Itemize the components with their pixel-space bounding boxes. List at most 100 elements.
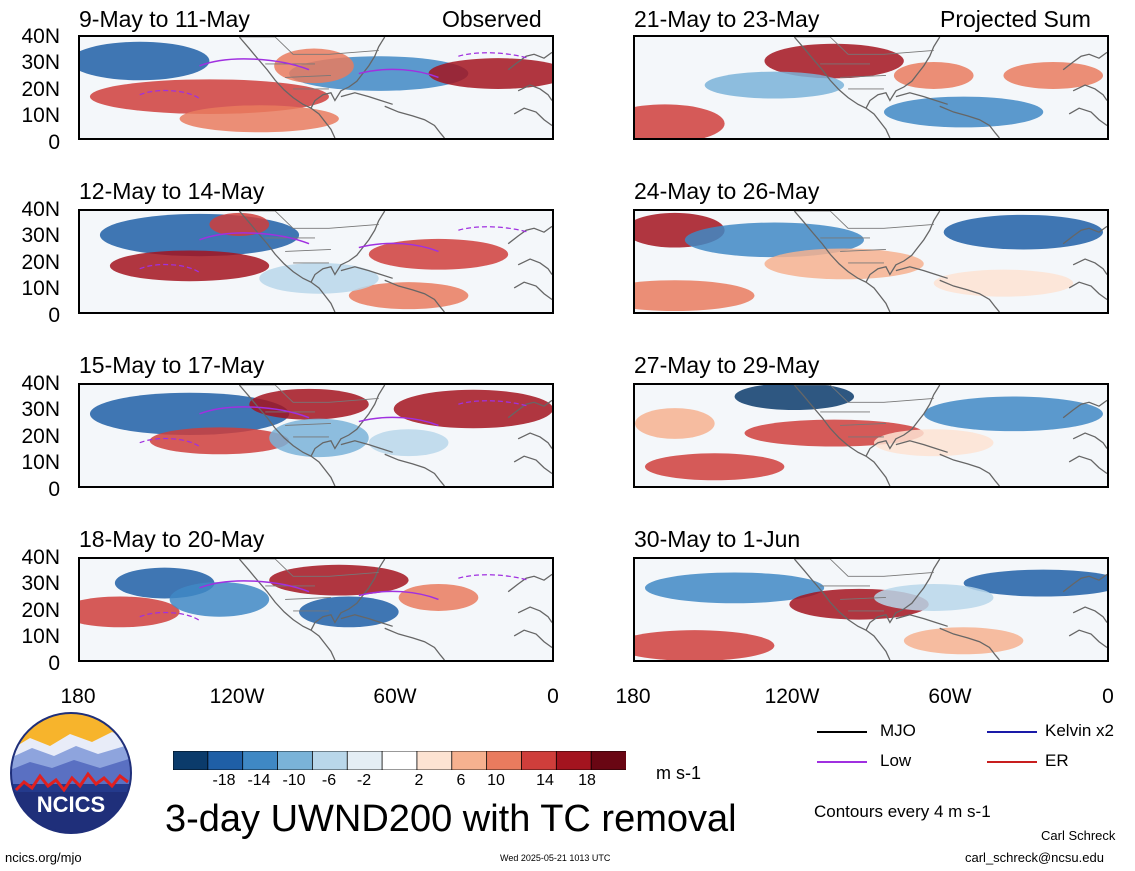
lon-label-60w: 60W — [928, 685, 972, 708]
anomaly-region — [80, 596, 180, 628]
panel-title-right-1: 21-May to 23-May — [634, 6, 820, 32]
coastline — [238, 559, 552, 660]
anomaly-region — [89, 392, 290, 436]
anomaly-region — [923, 396, 1104, 432]
panel-title-left-1: 9-May to 11-May — [79, 6, 250, 32]
colorbar-swatch — [311, 751, 349, 770]
main-title: 3-day UWND200 with TC removal — [165, 798, 737, 840]
panel-title-left-4: 18-May to 20-May — [79, 526, 265, 552]
panel-title-right-3: 27-May to 29-May — [634, 352, 820, 378]
anomaly-region — [274, 48, 354, 84]
state-borders — [794, 211, 934, 264]
anomaly-region — [893, 62, 974, 89]
legend-line-mjo — [817, 731, 867, 733]
footer-email[interactable]: carl_schreck@ncsu.edu — [965, 850, 1104, 865]
coastline — [793, 211, 1107, 312]
anomaly-region — [368, 429, 449, 457]
anomaly-region — [109, 250, 270, 282]
lon-label-120w: 120W — [209, 685, 265, 708]
legend-label-low: Low — [880, 751, 912, 770]
colorbar-swatch — [381, 751, 418, 770]
lat-label-30n: 30N — [21, 572, 60, 595]
low-frequency-contour-negative — [139, 52, 529, 100]
state-borders — [794, 385, 934, 438]
low-frequency-contour-negative — [139, 400, 529, 448]
colorbar-label: -14 — [247, 772, 271, 789]
lat-label-40n: 40N — [21, 25, 60, 48]
lat-label-40n: 40N — [21, 372, 60, 395]
legend-line-low — [817, 761, 867, 763]
map-panel-projected-3 — [633, 383, 1109, 488]
anomaly-region — [734, 385, 855, 411]
legend-line-er — [987, 761, 1037, 763]
colorbar-label: 2 — [414, 772, 424, 789]
colorbar-swatch — [555, 751, 593, 770]
anomaly-region — [644, 453, 785, 481]
lon-label-180: 180 — [60, 685, 96, 708]
contour-note: Contours every 4 m s-1 — [814, 802, 991, 821]
lat-label-0: 0 — [48, 652, 60, 675]
anomaly-region — [269, 418, 369, 458]
anomaly-region — [259, 262, 379, 294]
anomaly-region — [635, 280, 755, 312]
panel-title-right-4: 30-May to 1-Jun — [634, 526, 801, 552]
anomaly-region — [764, 43, 904, 79]
lat-label-20n: 20N — [21, 599, 60, 622]
colorbar-label: 14 — [536, 772, 554, 789]
low-frequency-contour — [199, 580, 439, 601]
map-panel-observed-2 — [78, 209, 554, 314]
anomaly-region — [635, 630, 775, 660]
observed-heading: Observed — [442, 6, 542, 32]
anomaly-region — [933, 269, 1074, 297]
lon-label-0: 0 — [547, 685, 559, 708]
lat-label-40n: 40N — [21, 546, 60, 569]
map-panel-observed-3 — [78, 383, 554, 488]
colorbar-swatch — [590, 751, 626, 770]
wind-anomaly-field — [99, 211, 552, 312]
coastline — [793, 559, 1107, 660]
colorbar-swatch — [451, 751, 488, 770]
anomaly-region — [368, 238, 509, 270]
anomaly-region — [704, 71, 845, 99]
coastline — [238, 211, 552, 312]
map-panel-observed-4 — [78, 557, 554, 662]
map-panel-projected-1 — [633, 35, 1109, 140]
anomaly-region — [903, 627, 1024, 655]
anomaly-region — [169, 582, 270, 617]
projected-sum-heading: Projected Sum — [940, 6, 1091, 32]
state-borders — [794, 559, 934, 612]
map-panel-observed-1 — [78, 35, 554, 140]
footer-author: Carl Schreck — [1041, 828, 1116, 843]
footer-url[interactable]: ncics.org/mjo — [5, 850, 82, 865]
lat-label-30n: 30N — [21, 51, 60, 74]
lat-label-40n: 40N — [21, 198, 60, 221]
anomaly-region — [963, 569, 1107, 597]
colorbar-swatch — [277, 751, 314, 770]
anomaly-region — [684, 222, 865, 258]
ncics-logo: NCICS — [10, 712, 132, 834]
panel-title-right-2: 24-May to 26-May — [634, 178, 820, 204]
anomaly-region — [943, 214, 1104, 250]
footer-timestamp: Wed 2025-05-21 1013 UTC — [500, 853, 611, 863]
low-frequency-contour — [199, 406, 439, 427]
anomaly-region — [149, 427, 290, 455]
map-panel-projected-4 — [633, 557, 1109, 662]
lat-label-30n: 30N — [21, 398, 60, 421]
coastline — [793, 385, 1107, 486]
anomaly-region — [764, 248, 924, 280]
lat-label-20n: 20N — [21, 251, 60, 274]
colorbar-label: -2 — [356, 772, 372, 789]
low-frequency-contour-negative — [139, 226, 529, 274]
colorbar — [173, 751, 626, 770]
colorbar-label: 18 — [578, 772, 596, 789]
coastline — [793, 37, 1107, 138]
legend-label-kelvin: Kelvin x2 — [1045, 721, 1114, 740]
colorbar-label: -6 — [321, 772, 337, 789]
anomaly-region — [428, 58, 552, 89]
anomaly-region — [80, 41, 210, 81]
lat-label-10n: 10N — [21, 451, 60, 474]
legend-label-mjo: MJO — [880, 721, 916, 740]
low-frequency-contour-negative — [139, 574, 529, 622]
lon-label-120w: 120W — [764, 685, 820, 708]
lat-label-10n: 10N — [21, 625, 60, 648]
